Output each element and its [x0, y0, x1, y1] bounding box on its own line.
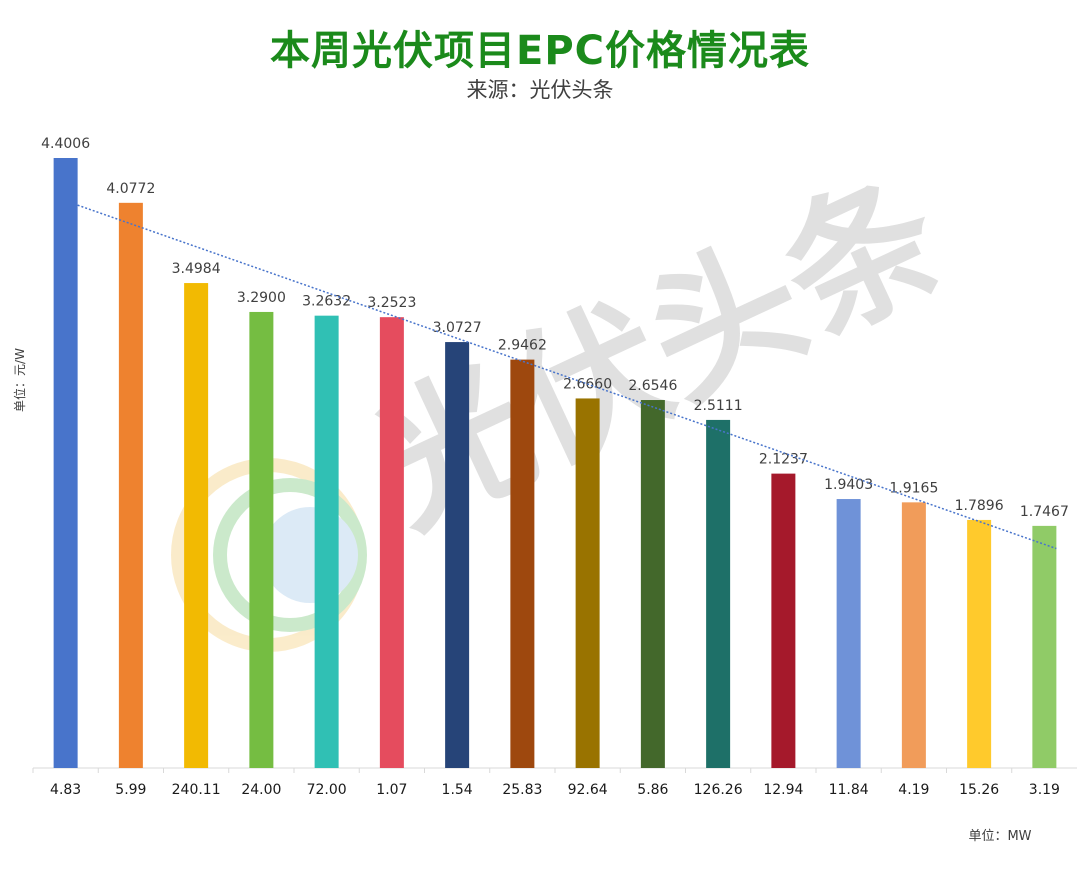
x-tick-label: 1.54	[442, 782, 473, 798]
data-label: 3.2900	[237, 290, 286, 306]
bar	[379, 317, 404, 768]
chart-subtitle: 来源：光伏头条	[466, 78, 614, 102]
data-label: 1.9403	[824, 477, 873, 493]
x-tick-label: 92.64	[568, 782, 608, 798]
bar	[640, 400, 665, 768]
x-tick-label: 15.26	[959, 782, 999, 798]
bar	[1032, 525, 1057, 768]
bar	[836, 499, 861, 768]
data-label: 4.0772	[106, 181, 155, 197]
data-label: 1.9165	[889, 480, 938, 496]
x-tick-label: 5.86	[637, 782, 668, 798]
bar	[901, 502, 926, 768]
bar	[771, 473, 796, 768]
data-label: 2.6546	[628, 378, 677, 394]
chart-title: 本周光伏项目EPC价格情况表	[270, 28, 810, 74]
data-label: 3.0727	[433, 320, 482, 336]
data-label: 2.5111	[694, 398, 743, 414]
bar	[575, 398, 600, 768]
bar	[510, 359, 535, 768]
data-label: 3.2523	[367, 295, 416, 311]
x-tick-label: 25.83	[502, 782, 542, 798]
x-tick-label: 12.94	[763, 782, 803, 798]
x-tick-label: 1.07	[376, 782, 407, 798]
bar	[314, 315, 339, 768]
x-tick-label: 240.11	[172, 782, 221, 798]
data-label: 2.1237	[759, 452, 808, 468]
bar	[706, 419, 731, 768]
bar	[967, 519, 992, 768]
bar	[445, 342, 470, 768]
data-label: 1.7467	[1020, 504, 1069, 520]
x-tick-label: 4.83	[50, 782, 81, 798]
data-label: 3.4984	[172, 261, 221, 277]
bar	[118, 202, 143, 769]
bar	[249, 311, 274, 768]
x-tick-label: 4.19	[898, 782, 929, 798]
data-label: 2.9462	[498, 338, 547, 354]
data-label: 1.7896	[955, 498, 1004, 514]
x-tick-label: 11.84	[829, 782, 869, 798]
data-label: 4.4006	[41, 136, 90, 152]
x-axis-unit-label: 单位：MW	[968, 829, 1031, 844]
x-tick-label: 126.26	[694, 782, 743, 798]
x-tick-label: 5.99	[115, 782, 146, 798]
data-label: 3.2632	[302, 294, 351, 310]
x-tick-label: 3.19	[1029, 782, 1060, 798]
x-tick-label: 72.00	[307, 782, 347, 798]
trendline	[77, 204, 1057, 550]
bar	[184, 283, 209, 768]
y-axis-label: 单位：元/W	[12, 348, 27, 412]
bar	[53, 158, 78, 768]
x-tick-label: 24.00	[241, 782, 281, 798]
